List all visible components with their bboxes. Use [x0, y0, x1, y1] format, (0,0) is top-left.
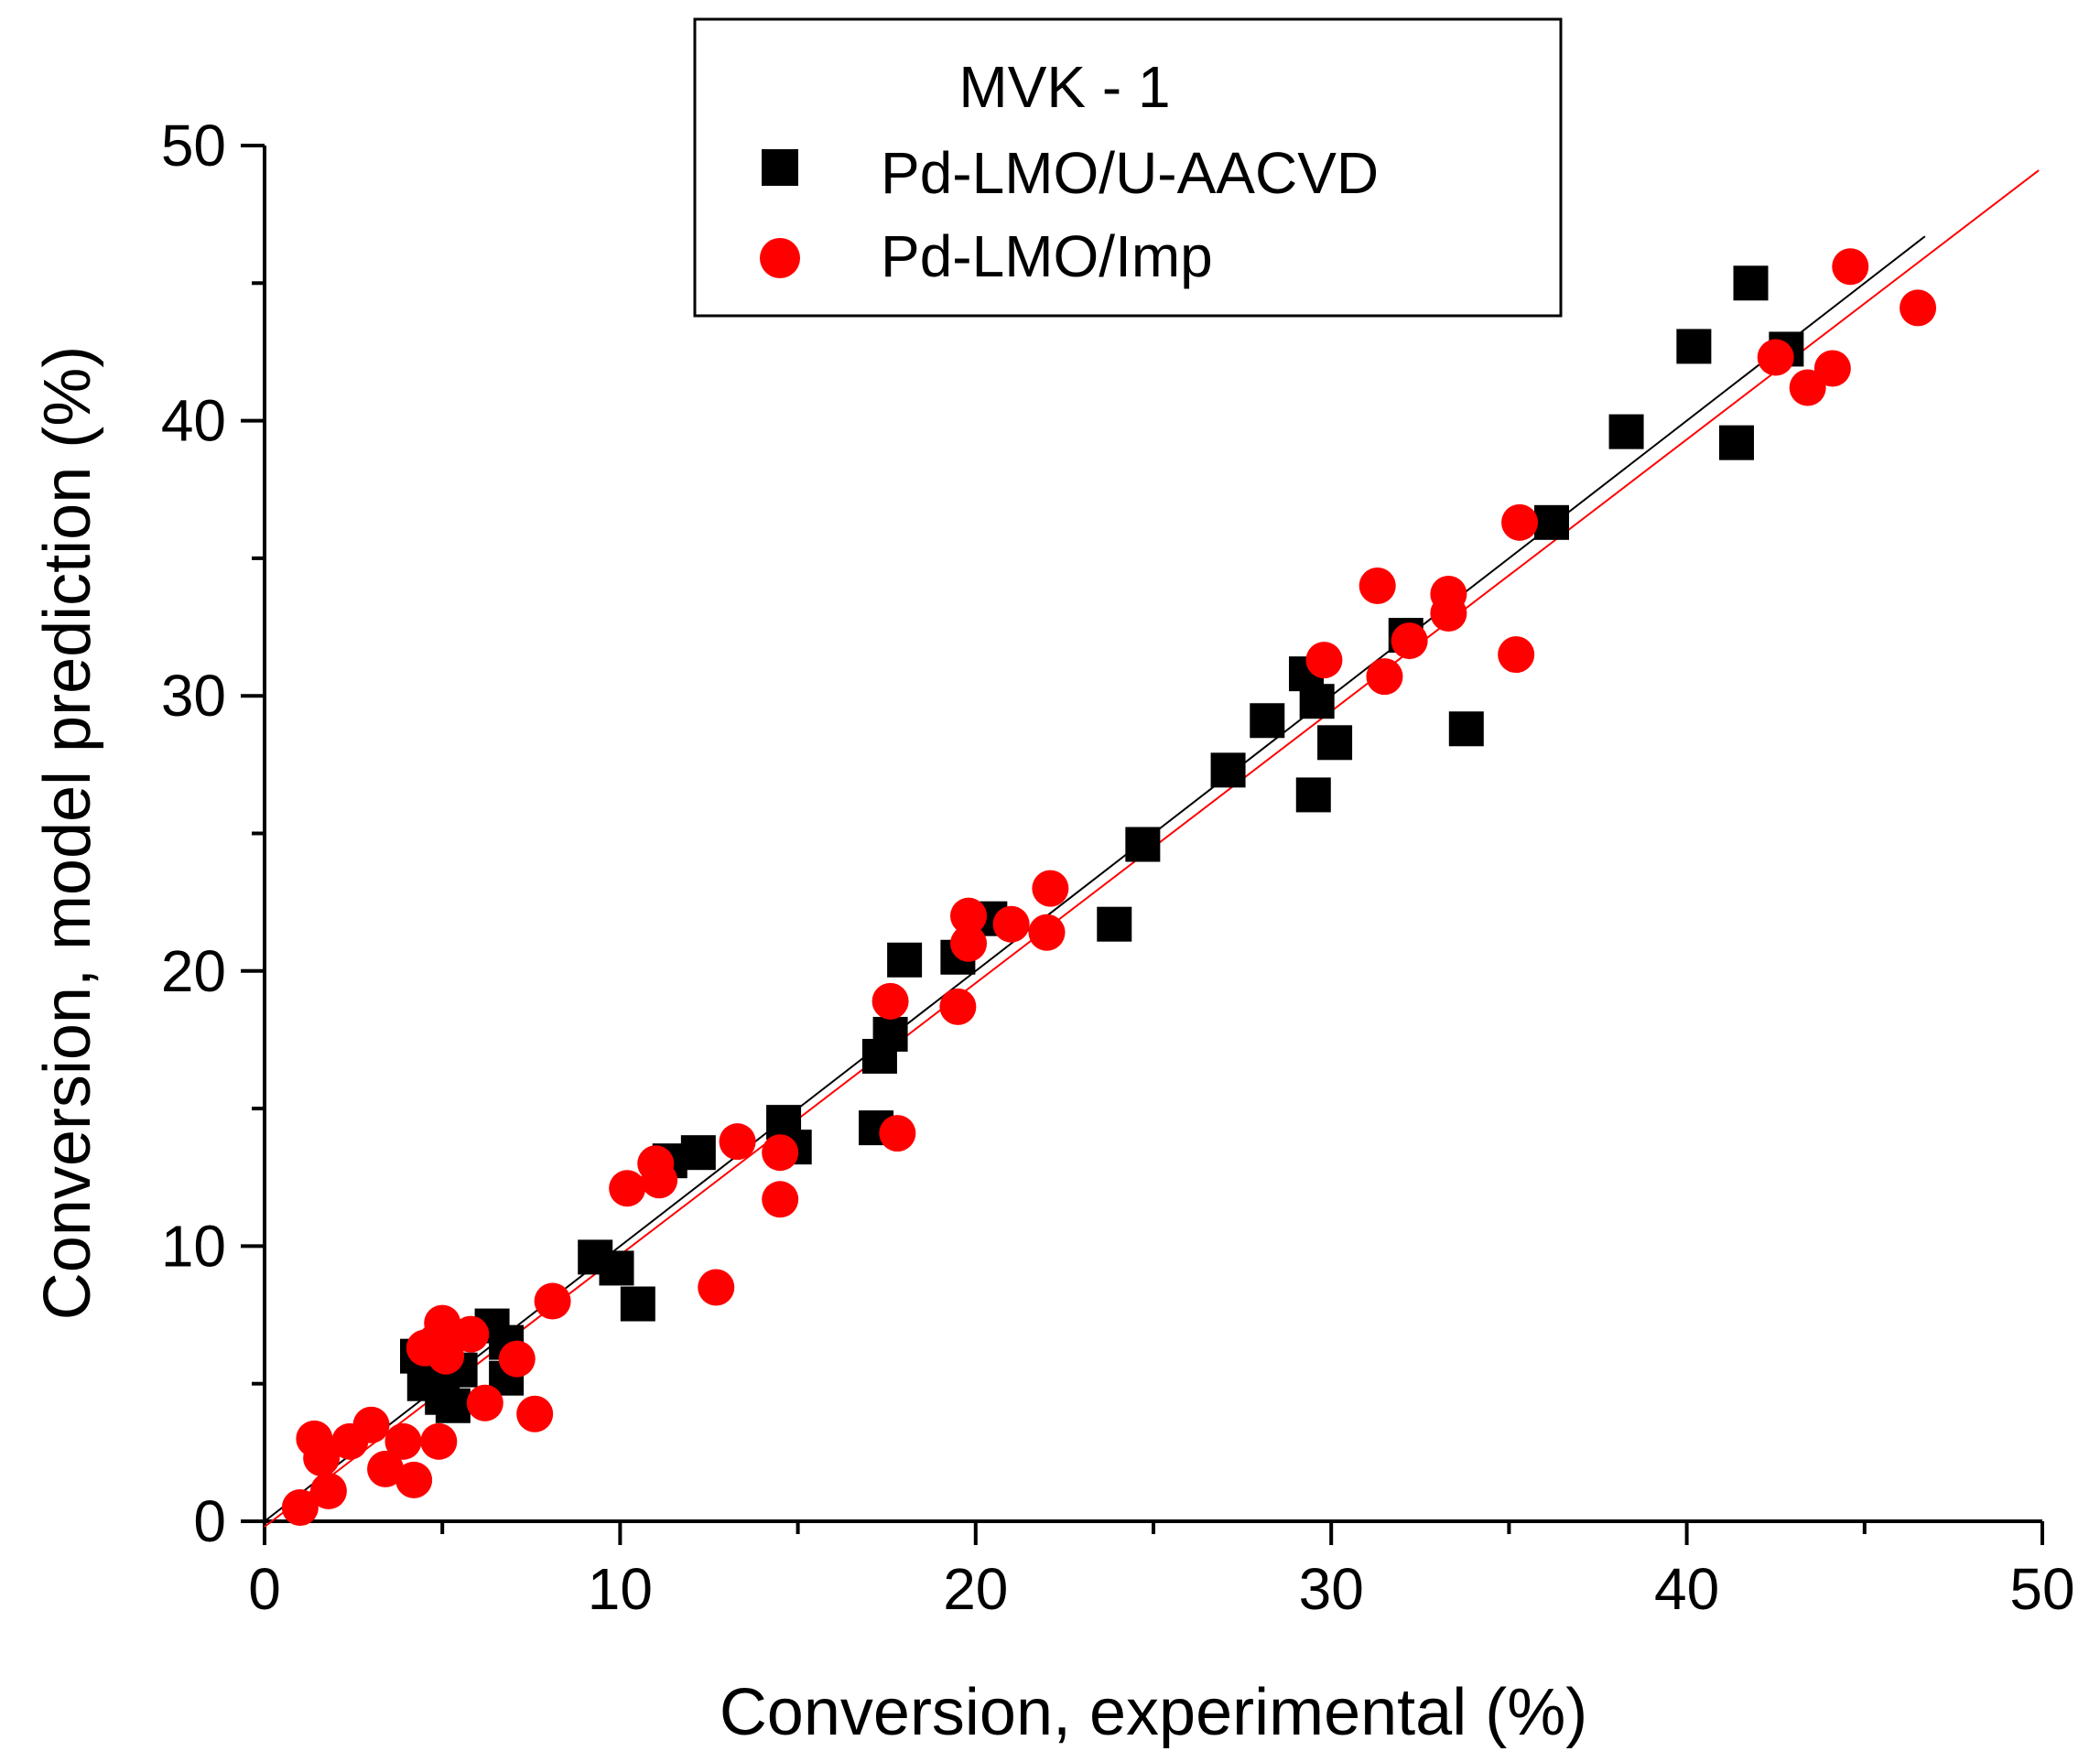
point-circle-pd-lmo-imp — [367, 1450, 405, 1487]
point-circle-pd-lmo-imp — [1900, 289, 1937, 327]
point-circle-pd-lmo-imp — [1305, 642, 1343, 679]
point-square-pd-lmo-u-aacvd — [599, 1250, 634, 1286]
point-circle-pd-lmo-imp — [762, 1181, 799, 1218]
point-circle-pd-lmo-imp — [641, 1162, 678, 1199]
point-circle-pd-lmo-imp — [609, 1170, 646, 1207]
point-square-pd-lmo-u-aacvd — [1250, 703, 1285, 739]
legend-box — [693, 17, 1563, 318]
point-circle-pd-lmo-imp — [309, 1472, 347, 1509]
point-square-pd-lmo-u-aacvd — [1534, 504, 1570, 540]
point-circle-pd-lmo-imp — [1028, 913, 1066, 951]
point-circle-pd-lmo-imp — [395, 1461, 433, 1498]
point-circle-pd-lmo-imp — [992, 905, 1030, 943]
point-circle-pd-lmo-imp — [698, 1269, 735, 1306]
x-tick-label: 30 — [1299, 1556, 1364, 1622]
x-tick-label: 20 — [943, 1556, 1008, 1622]
point-circle-pd-lmo-imp — [939, 988, 977, 1025]
point-square-pd-lmo-u-aacvd — [1608, 414, 1644, 449]
point-circle-pd-lmo-imp — [1757, 339, 1794, 376]
y-tick-label: 40 — [161, 388, 226, 454]
y-tick-label: 20 — [161, 938, 226, 1004]
point-square-pd-lmo-u-aacvd — [435, 1388, 471, 1423]
data-markers — [281, 248, 1937, 1526]
point-square-pd-lmo-u-aacvd — [1295, 777, 1331, 813]
x-tick-label: 10 — [588, 1556, 653, 1622]
point-square-pd-lmo-u-aacvd — [887, 942, 923, 978]
point-square-pd-lmo-u-aacvd — [620, 1286, 655, 1322]
point-circle-pd-lmo-imp — [1032, 870, 1069, 907]
y-tick-label: 50 — [161, 113, 226, 178]
legend-label-pd-lmo-imp: Pd-LMO/Imp — [881, 223, 1213, 289]
point-circle-pd-lmo-imp — [950, 897, 988, 935]
x-tick-label: 0 — [248, 1556, 281, 1622]
point-circle-pd-lmo-imp — [950, 924, 988, 962]
point-square-pd-lmo-u-aacvd — [680, 1135, 716, 1171]
y-tick-label: 0 — [193, 1488, 226, 1554]
legend-title: MVK - 1 — [958, 54, 1170, 120]
point-circle-pd-lmo-imp — [281, 1488, 319, 1526]
point-circle-pd-lmo-imp — [1498, 636, 1535, 674]
x-axis-title: Conversion, experimental (%) — [720, 1676, 1587, 1749]
point-circle-pd-lmo-imp — [1832, 248, 1869, 286]
point-square-pd-lmo-u-aacvd — [872, 1016, 908, 1052]
point-circle-pd-lmo-imp — [719, 1123, 756, 1161]
legend: MVK - 1 Pd-LMO/U-AACVD Pd-LMO/Imp — [693, 17, 1563, 318]
point-circle-pd-lmo-imp — [420, 1422, 458, 1460]
y-axis-title: Conversion, model prediction (%) — [31, 346, 104, 1320]
point-square-pd-lmo-u-aacvd — [1448, 711, 1484, 747]
point-square-pd-lmo-u-aacvd — [1299, 684, 1335, 719]
x-tick-label: 50 — [2009, 1556, 2074, 1622]
axis-tick-labels: 0 10 20 30 40 50 0 10 20 30 40 50 — [161, 113, 2075, 1622]
point-circle-pd-lmo-imp — [384, 1422, 422, 1460]
point-circle-pd-lmo-imp — [424, 1304, 461, 1342]
x-tick-label: 40 — [1654, 1556, 1719, 1622]
y-tick-label: 10 — [161, 1213, 226, 1279]
point-circle-pd-lmo-imp — [1391, 622, 1428, 660]
point-circle-pd-lmo-imp — [879, 1115, 916, 1152]
point-square-pd-lmo-u-aacvd — [1125, 827, 1161, 862]
point-circle-pd-lmo-imp — [452, 1315, 490, 1353]
point-circle-pd-lmo-imp — [1813, 350, 1851, 387]
point-circle-pd-lmo-imp — [466, 1384, 503, 1421]
point-circle-pd-lmo-imp — [516, 1395, 554, 1432]
point-circle-pd-lmo-imp — [1430, 595, 1467, 632]
point-circle-pd-lmo-imp — [1501, 503, 1539, 541]
legend-label-pd-lmo-u-aacvd: Pd-LMO/U-AACVD — [881, 140, 1379, 206]
point-square-pd-lmo-u-aacvd — [1676, 329, 1712, 364]
point-square-pd-lmo-u-aacvd — [1733, 265, 1769, 301]
legend-marker-circle — [760, 238, 800, 278]
point-circle-pd-lmo-imp — [303, 1439, 341, 1476]
point-circle-pd-lmo-imp — [1789, 369, 1826, 406]
point-circle-pd-lmo-imp — [762, 1134, 799, 1172]
point-square-pd-lmo-u-aacvd — [1317, 725, 1353, 761]
point-circle-pd-lmo-imp — [498, 1340, 536, 1378]
point-square-pd-lmo-u-aacvd — [1718, 425, 1754, 460]
point-circle-pd-lmo-imp — [871, 982, 909, 1020]
point-square-pd-lmo-u-aacvd — [1097, 906, 1132, 942]
point-circle-pd-lmo-imp — [1359, 567, 1396, 604]
point-square-pd-lmo-u-aacvd — [1210, 752, 1246, 788]
legend-marker-square — [762, 149, 798, 186]
point-circle-pd-lmo-imp — [1366, 658, 1403, 696]
axis-ticks — [241, 144, 2044, 1545]
y-tick-label: 30 — [161, 663, 226, 729]
point-circle-pd-lmo-imp — [352, 1406, 390, 1443]
point-circle-pd-lmo-imp — [534, 1282, 571, 1320]
point-circle-pd-lmo-imp — [428, 1337, 465, 1375]
